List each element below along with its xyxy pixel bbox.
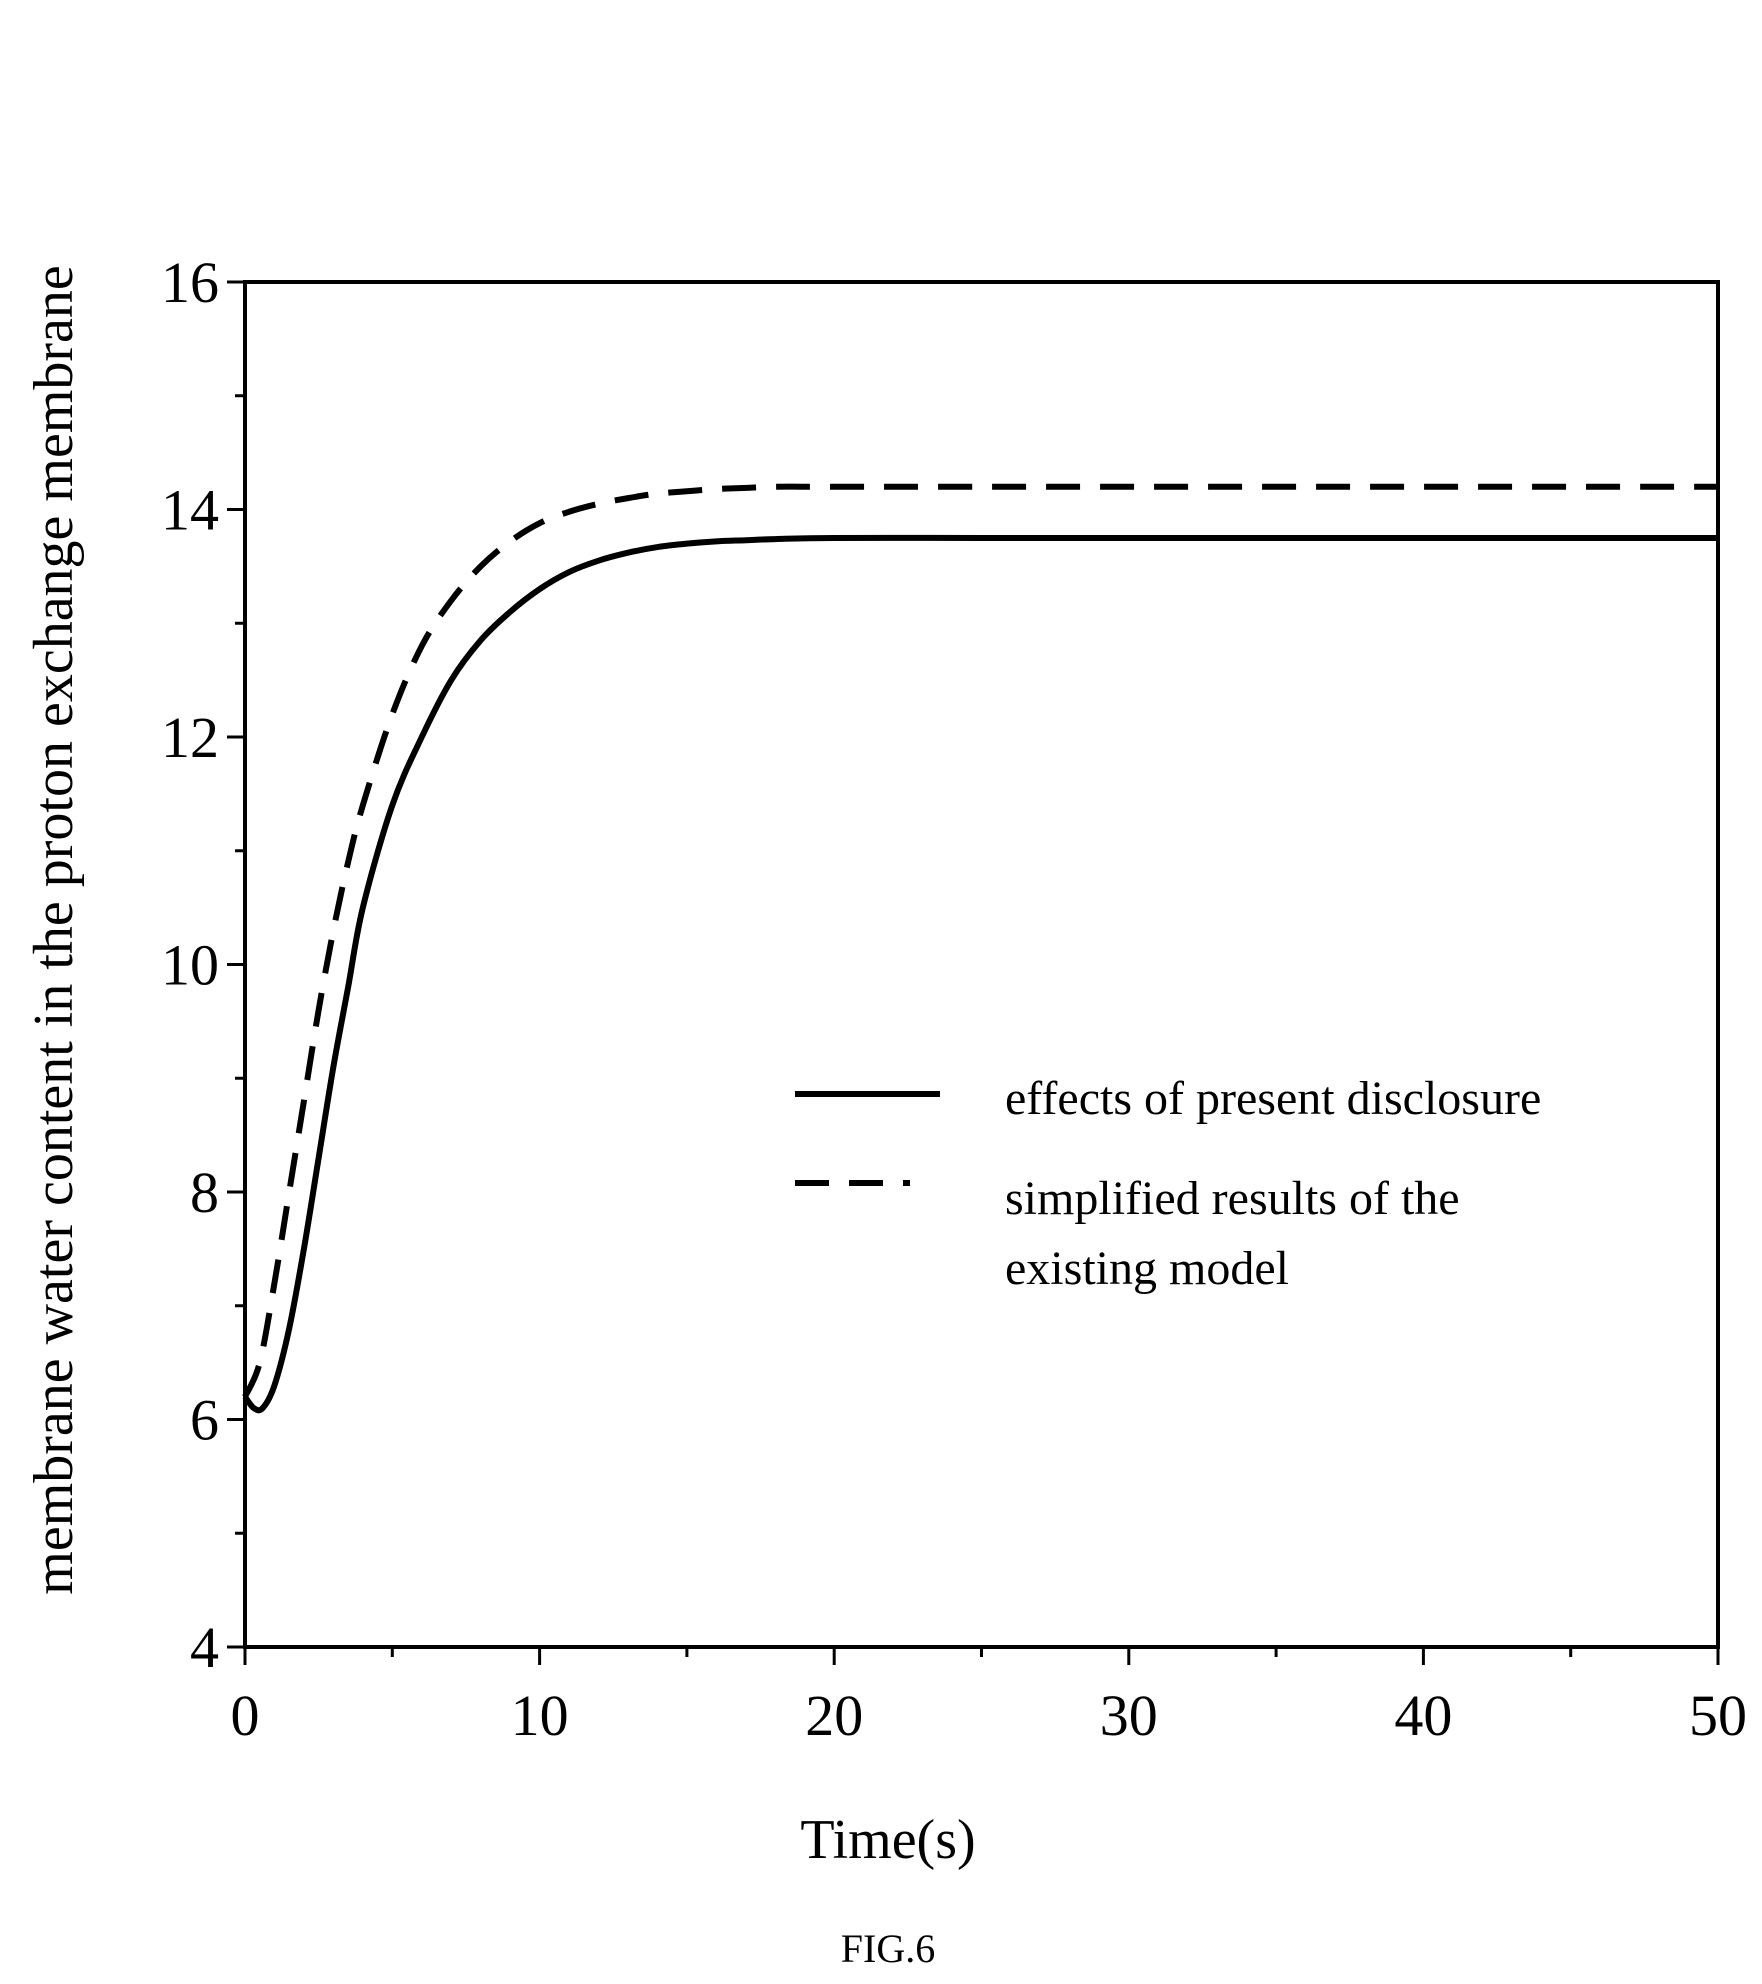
y-tick-label: 12: [161, 705, 219, 770]
x-tick-label: 40: [1394, 1683, 1452, 1748]
legend-label-series-2-line-2: existing model: [1005, 1242, 1289, 1295]
legend: effects of present disclosure simplified…: [795, 1072, 1541, 1295]
y-tick-label: 8: [190, 1160, 219, 1225]
y-tick-label: 4: [190, 1615, 219, 1680]
legend-label-series-1: effects of present disclosure: [1005, 1072, 1541, 1125]
x-tick-label: 10: [511, 1683, 569, 1748]
y-tick-label: 14: [161, 478, 219, 543]
legend-label-series-2-line-1: simplified results of the: [1005, 1172, 1460, 1225]
x-axis-ticks: 0 10 20 30 40 50: [231, 1647, 1747, 1748]
y-axis-ticks: 4 6 8 10 12 14 16: [161, 250, 245, 1680]
y-tick-label: 6: [190, 1388, 219, 1453]
x-tick-label: 20: [805, 1683, 863, 1748]
y-tick-label: 16: [161, 250, 219, 315]
y-tick-label: 10: [161, 933, 219, 998]
x-axis-title: Time(s): [800, 1809, 975, 1871]
x-tick-label: 30: [1100, 1683, 1158, 1748]
y-axis-title: membrane water content in the proton exc…: [23, 265, 85, 1594]
x-tick-label: 50: [1689, 1683, 1747, 1748]
figure-caption: FIG.6: [841, 1926, 935, 1971]
series-line-2: [242, 483, 1718, 1399]
series-line-1: [242, 534, 1718, 1414]
series-group: [242, 483, 1718, 1414]
x-tick-label: 0: [231, 1683, 260, 1748]
